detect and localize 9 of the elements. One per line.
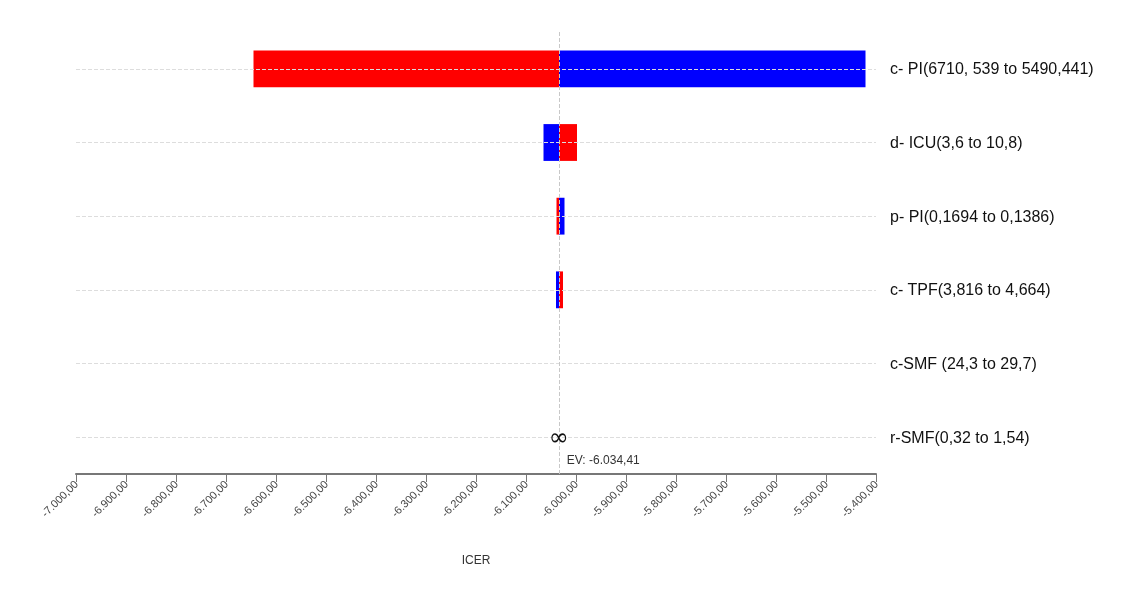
x-axis-title: ICER: [461, 553, 491, 567]
y-tick-label: r-SMF(0,32 to 1,54): [890, 428, 1030, 446]
ref-line-label: EV: -6.034,41: [566, 453, 641, 467]
annotation: ∞: [548, 423, 569, 452]
y-tick-label: d- ICU(3,6 to 10,8): [890, 134, 1023, 151]
y-tick-label: c-SMF (24,3 to 29,7): [890, 355, 1037, 372]
y-tick-label: c- TPF(3,816 to 4,664): [890, 281, 1051, 299]
y-tick-label: c- PI(6710, 539 to 5490,441): [890, 60, 1094, 78]
y-tick-label: p- PI(0,1694 to 0,1386): [890, 207, 1055, 225]
